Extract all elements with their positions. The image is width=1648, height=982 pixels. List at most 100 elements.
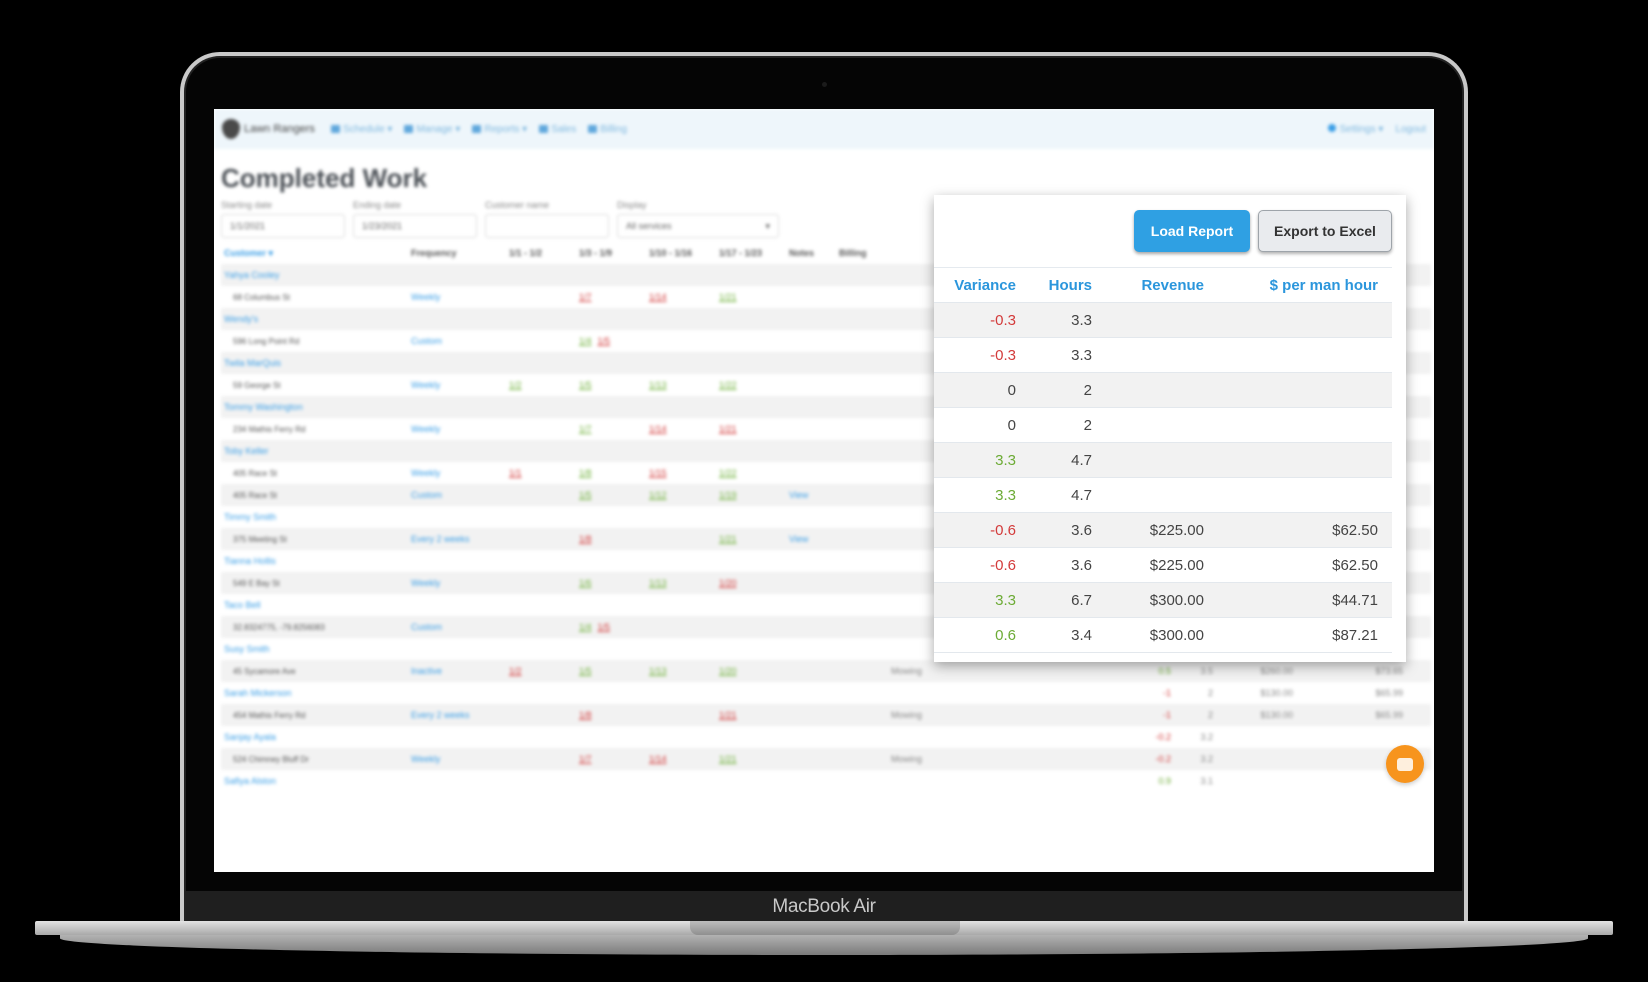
frequency-link[interactable]: Weekly [411, 754, 509, 764]
end-date-input[interactable]: 1/23/2021 [353, 214, 477, 238]
visit-date-w2[interactable]: 1/4 1/5 [579, 336, 649, 346]
customer-link-text[interactable]: Taco Bell [224, 600, 261, 610]
brand-logo[interactable]: Lawn Rangers [222, 119, 315, 139]
frequency-link-text[interactable]: Every 2 weeks [411, 534, 470, 544]
visit-date-w2[interactable]: 1/5 [579, 666, 649, 676]
visit-date-w3-text[interactable]: 1/13 [649, 666, 667, 676]
visit-date-w3-text[interactable]: 1/13 [649, 380, 667, 390]
customer-link-text[interactable]: Sanjay Ayala [224, 732, 276, 742]
visit-date-w3-text[interactable]: 1/14 [649, 292, 667, 302]
visit-date-w1-text[interactable]: 1/2 [509, 666, 522, 676]
frequency-link-text[interactable]: Custom [411, 490, 443, 500]
visit-date-w1[interactable]: 1/2 [509, 666, 579, 676]
visit-date-w3[interactable]: 1/14 [649, 424, 719, 434]
export-excel-button[interactable]: Export to Excel [1258, 210, 1392, 252]
visit-date-w4[interactable]: 1/20 [719, 666, 789, 676]
customer-link-text[interactable]: Susy Smith [224, 644, 270, 654]
visit-date-w4[interactable]: 1/21 [719, 754, 789, 764]
visit-date-w4-text[interactable]: 1/21 [719, 424, 737, 434]
visit-date-w3-text[interactable]: 1/14 [649, 754, 667, 764]
visit-date-w2-text[interactable]: 1/7 [579, 424, 592, 434]
visit-date-w2-text[interactable]: 1/5 [579, 380, 592, 390]
sort-customer-header[interactable]: Customer ▾ [224, 247, 274, 258]
visit-date-w3-text[interactable]: 1/14 [649, 424, 667, 434]
visit-date-w3[interactable]: 1/14 [649, 292, 719, 302]
frequency-link-text[interactable]: Weekly [411, 292, 441, 302]
start-date-input[interactable]: 1/1/2021 [221, 214, 345, 238]
nav-item-3[interactable]: Sales [539, 124, 576, 135]
header-revenue[interactable]: Revenue [1141, 276, 1204, 294]
frequency-link[interactable]: Custom [411, 336, 509, 346]
visit-date-w2-text[interactable]: 1/4 [579, 622, 592, 632]
frequency-link-text[interactable]: Weekly [411, 468, 441, 478]
notes-view-link-text[interactable]: View [789, 534, 809, 544]
visit-date-w4[interactable]: 1/21 [719, 534, 789, 544]
frequency-link-text[interactable]: Custom [411, 622, 443, 632]
visit-date-w4[interactable]: 1/19 [719, 490, 789, 500]
visit-date-w3[interactable]: 1/15 [649, 468, 719, 478]
nav-item-0[interactable]: Schedule ▾ [330, 124, 392, 135]
frequency-link[interactable]: Custom [411, 622, 509, 632]
visit-date-w4-text[interactable]: 1/22 [719, 380, 737, 390]
frequency-link[interactable]: Weekly [411, 292, 509, 302]
notes-view-link-text[interactable]: View [789, 490, 809, 500]
visit-date-w4-text[interactable]: 1/21 [719, 292, 737, 302]
visit-date-w2[interactable]: 1/8 [579, 710, 649, 720]
customer-link-text[interactable]: Timmy Smith [224, 512, 277, 522]
frequency-link[interactable]: Weekly [411, 468, 509, 478]
frequency-link[interactable]: Weekly [411, 424, 509, 434]
notes-view-link[interactable]: View [789, 534, 839, 544]
customer-link[interactable]: Yahya Cooley [221, 270, 411, 280]
notes-view-link[interactable]: View [789, 490, 839, 500]
customer-link[interactable]: Toby Keller [221, 446, 411, 456]
load-report-button[interactable]: Load Report [1134, 210, 1250, 252]
visit-date-w3-text[interactable]: 1/13 [649, 578, 667, 588]
visit-date-w3-text[interactable]: 1/12 [649, 490, 667, 500]
visit-date-w4[interactable]: 1/21 [719, 424, 789, 434]
visit-date-w4-text[interactable]: 1/19 [719, 490, 737, 500]
frequency-link-text[interactable]: Inactive [411, 666, 443, 676]
customer-link-text[interactable]: Tianna Hollis [224, 556, 276, 566]
visit-date-w2-text[interactable]: 1/8 [579, 468, 592, 478]
visit-date-w4[interactable]: 1/21 [719, 292, 789, 302]
visit-date-w2[interactable]: 1/5 [579, 490, 649, 500]
visit-date-w2-text[interactable]: 1/8 [579, 534, 592, 544]
logout-link[interactable]: Logout [1395, 123, 1426, 135]
visit-date-w1-text[interactable]: 1/2 [509, 380, 522, 390]
customer-link[interactable]: Tommy Washington [221, 402, 411, 412]
customer-link[interactable]: Sanjay Ayala [221, 732, 411, 742]
visit-date-w2[interactable]: 1/7 [579, 292, 649, 302]
frequency-link[interactable]: Every 2 weeks [411, 710, 509, 720]
visit-date-w2[interactable]: 1/8 [579, 534, 649, 544]
visit-date-w4-text[interactable]: 1/21 [719, 754, 737, 764]
visit-date-extra[interactable]: 1/5 [597, 622, 611, 632]
visit-date-w4-text[interactable]: 1/21 [719, 710, 737, 720]
customer-link[interactable]: Wendy's [221, 314, 411, 324]
frequency-link[interactable]: Custom [411, 490, 509, 500]
visit-date-w1-text[interactable]: 1/1 [509, 468, 522, 478]
visit-date-w2[interactable]: 1/5 [579, 380, 649, 390]
visit-date-w3-text[interactable]: 1/15 [649, 468, 667, 478]
header-hours[interactable]: Hours [1048, 276, 1092, 294]
visit-date-w3[interactable]: 1/14 [649, 754, 719, 764]
frequency-link[interactable]: Inactive [411, 666, 509, 676]
visit-date-w3[interactable]: 1/13 [649, 578, 719, 588]
visit-date-w2[interactable]: 1/7 [579, 424, 649, 434]
frequency-link-text[interactable]: Weekly [411, 380, 441, 390]
chat-launcher-button[interactable] [1386, 745, 1424, 783]
customer-name-input[interactable] [485, 214, 609, 238]
customer-link-text[interactable]: Twila MarQuis [224, 358, 282, 368]
customer-link-text[interactable]: Yahya Cooley [224, 270, 280, 280]
visit-date-w3[interactable]: 1/13 [649, 380, 719, 390]
visit-date-w2[interactable]: 1/8 [579, 468, 649, 478]
visit-date-extra[interactable]: 1/5 [597, 336, 611, 346]
visit-date-w2-text[interactable]: 1/8 [579, 710, 592, 720]
nav-item-2[interactable]: Reports ▾ [472, 124, 527, 135]
visit-date-w2-text[interactable]: 1/6 [579, 578, 592, 588]
visit-date-w4-text[interactable]: 1/20 [719, 666, 737, 676]
customer-link-text[interactable]: Safiya Alston [224, 776, 277, 786]
visit-date-w4[interactable]: 1/21 [719, 710, 789, 720]
customer-link-text[interactable]: Tommy Washington [224, 402, 303, 412]
settings-menu[interactable]: Settings ▾ [1328, 123, 1383, 135]
frequency-link[interactable]: Weekly [411, 578, 509, 588]
